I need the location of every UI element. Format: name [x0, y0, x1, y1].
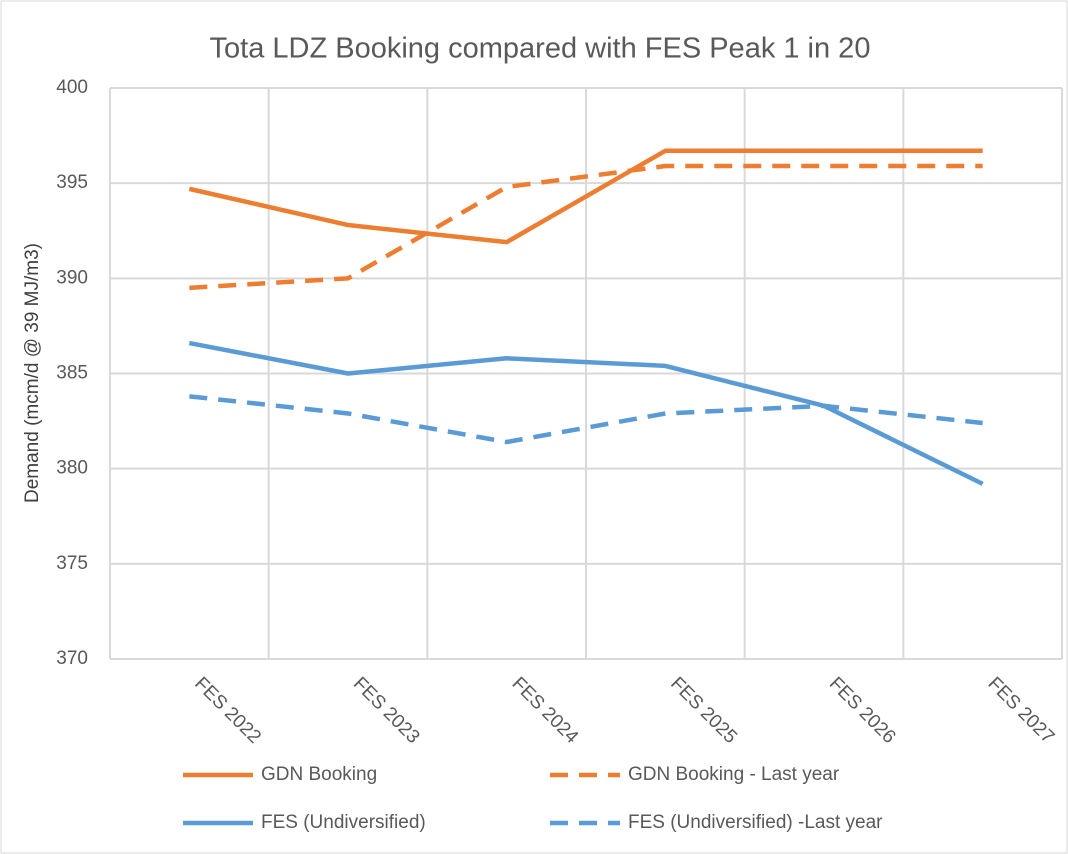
- series-line: [188, 340, 984, 486]
- legend-label: FES (Undiversified): [261, 812, 426, 833]
- y-tick-label: 380: [56, 458, 88, 479]
- legend-label: GDN Booking: [261, 764, 377, 785]
- y-tick-label: 375: [56, 553, 88, 574]
- legend-label: FES (Undiversified) -Last year: [628, 812, 883, 833]
- series-line: [189, 163, 983, 291]
- y-tick-label: 385: [56, 363, 88, 384]
- chart-title: Tota LDZ Booking compared with FES Peak …: [210, 33, 871, 65]
- series-line: [189, 394, 983, 445]
- legend-label: GDN Booking - Last year: [628, 764, 840, 785]
- y-tick-label: 370: [56, 648, 88, 669]
- y-tick-label: 390: [56, 267, 88, 288]
- series-line: [188, 148, 983, 245]
- y-axis-label: Demand (mcm/d @ 39 MJ/m3): [22, 243, 43, 503]
- y-tick-label: 400: [56, 77, 88, 98]
- y-tick-label: 395: [56, 172, 88, 193]
